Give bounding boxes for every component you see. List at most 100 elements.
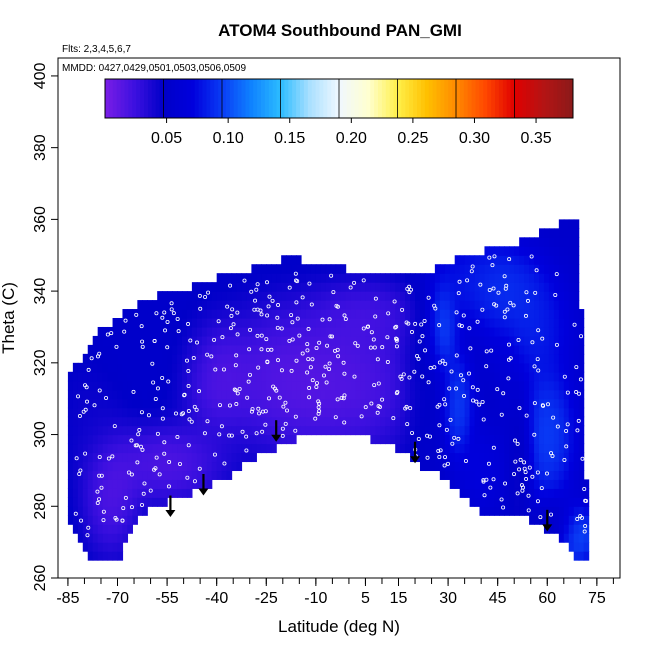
heatmap-cell (82, 353, 89, 364)
heatmap-cell (543, 335, 550, 346)
heatmap-cell (543, 264, 550, 274)
heatmap-cell (355, 425, 362, 436)
heatmap-cell (578, 506, 585, 516)
heatmap-cell (519, 479, 525, 489)
heatmap-cell (529, 255, 535, 265)
heatmap-cell (315, 326, 322, 337)
heatmap-cell (172, 452, 178, 463)
heatmap-cell (529, 434, 535, 445)
heatmap-cell (127, 326, 133, 337)
heatmap-cell (469, 416, 476, 427)
heatmap-cell (325, 371, 332, 382)
x-tick-label: -70 (106, 590, 129, 607)
heatmap-cell (558, 219, 565, 229)
heatmap-cell (573, 300, 580, 310)
heatmap-cell (107, 542, 114, 552)
heatmap-cell (449, 407, 456, 418)
sample-point (256, 365, 261, 370)
heatmap-cell (127, 318, 133, 328)
heatmap-cell (350, 380, 357, 391)
heatmap-cell (454, 398, 461, 409)
heatmap-cell (231, 380, 238, 391)
heatmap-cell (286, 291, 292, 301)
heatmap-cell (92, 398, 99, 409)
heatmap-cell (539, 398, 545, 409)
heatmap-cell (152, 380, 158, 391)
heatmap-cell (375, 416, 381, 427)
heatmap-cell (439, 461, 446, 472)
sample-point (327, 367, 332, 372)
sample-point (425, 455, 430, 460)
heatmap-cell (548, 237, 555, 247)
sample-point (186, 443, 191, 448)
heatmap-cell (534, 291, 540, 301)
colorbar-swatch (565, 79, 570, 118)
heatmap-cell (439, 326, 446, 337)
sample-point (457, 323, 462, 328)
heatmap-cell (127, 479, 133, 489)
heatmap-cell (380, 300, 386, 310)
heatmap-cell (474, 380, 481, 391)
heatmap-cell (350, 300, 357, 310)
heatmap-cell (370, 425, 376, 436)
colorbar-swatch (202, 79, 207, 118)
heatmap-cell (216, 443, 223, 454)
heatmap-cell (534, 353, 540, 364)
heatmap-cell (97, 479, 104, 489)
heatmap-cell (162, 371, 168, 382)
heatmap-cell (320, 407, 327, 418)
heatmap-cell (296, 344, 302, 355)
heatmap-cell (196, 380, 203, 391)
heatmap-cell (410, 273, 416, 283)
heatmap-cell (578, 407, 585, 418)
heatmap-cell (102, 533, 109, 543)
heatmap-cell (519, 264, 525, 274)
colorbar-tick-label: 0.15 (274, 130, 305, 147)
heatmap-cell (191, 434, 198, 445)
heatmap-cell (524, 434, 530, 445)
heatmap-cell (504, 488, 510, 498)
heatmap-cell (519, 443, 525, 454)
heatmap-cell (410, 398, 416, 409)
heatmap-cell (370, 416, 376, 427)
heatmap-cell (211, 300, 218, 310)
sample-point (369, 401, 374, 406)
heatmap-cell (519, 407, 525, 418)
heatmap-cell (142, 300, 148, 310)
heatmap-cell (424, 461, 431, 472)
heatmap-cell (251, 309, 257, 319)
heatmap-cell (484, 398, 491, 409)
heatmap-cell (77, 497, 84, 507)
heatmap-cell (410, 353, 416, 364)
heatmap-cell (77, 524, 84, 534)
heatmap-cell (271, 371, 277, 382)
heatmap-cell (87, 416, 94, 427)
heatmap-cell (514, 264, 520, 274)
heatmap-cell (494, 497, 500, 507)
colorbar-swatch (471, 79, 476, 118)
colorbar-swatch (393, 79, 398, 118)
heatmap-cell (315, 416, 322, 427)
heatmap-cell (370, 407, 376, 418)
heatmap-cell (345, 309, 352, 319)
heatmap-cell (395, 380, 401, 391)
heatmap-cell (261, 344, 267, 355)
heatmap-cell (320, 371, 327, 382)
heatmap-cell (261, 371, 267, 382)
heatmap-cell (563, 407, 570, 418)
heatmap-cell (539, 425, 545, 436)
heatmap-cell (479, 335, 486, 346)
heatmap-cell (92, 335, 99, 346)
heatmap-cell (281, 264, 287, 274)
sample-point (134, 312, 139, 317)
heatmap-cell (325, 300, 332, 310)
heatmap-cell (375, 291, 381, 301)
heatmap-cell (563, 380, 570, 391)
sample-point (231, 322, 236, 327)
heatmap-cell (390, 282, 396, 292)
heatmap-cell (479, 479, 486, 489)
heatmap-cell (355, 326, 362, 337)
heatmap-cell (474, 389, 481, 400)
heatmap-cell (137, 353, 143, 364)
heatmap-cell (390, 300, 396, 310)
